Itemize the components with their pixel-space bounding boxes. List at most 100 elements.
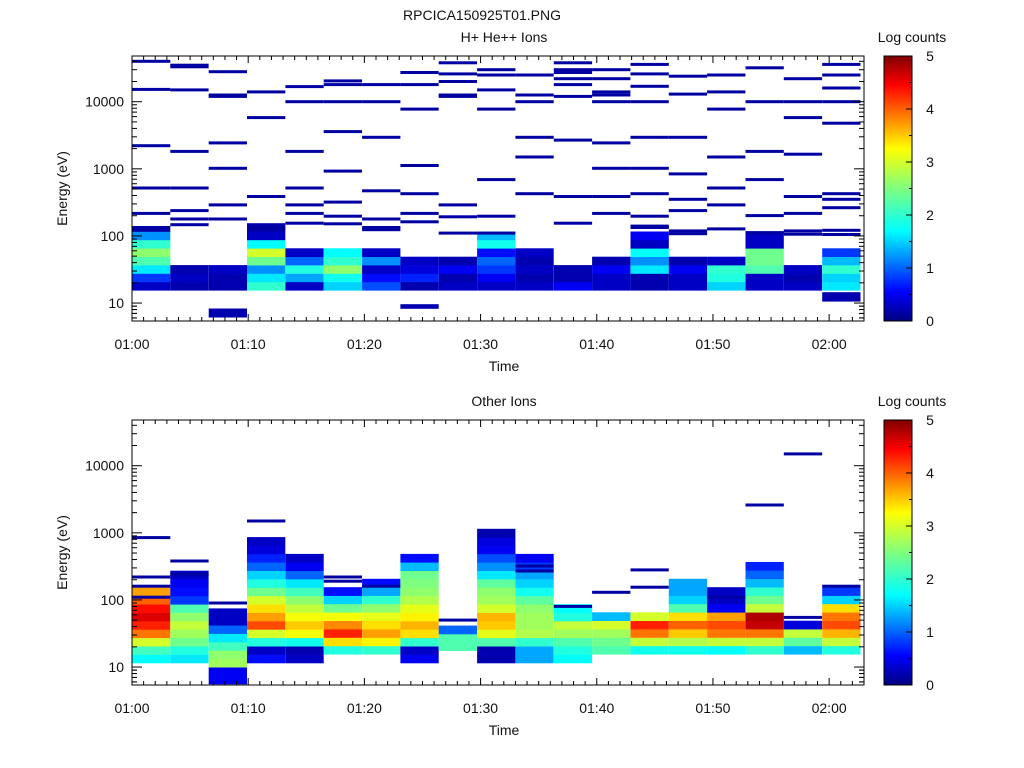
heatmap-cell — [170, 637, 209, 647]
heatmap-cell — [630, 281, 669, 291]
heatmap-cell — [208, 625, 247, 634]
heatmap-line — [592, 100, 631, 104]
heatmap-line — [132, 144, 171, 148]
heatmap-line — [438, 72, 477, 76]
heatmap-cell — [285, 621, 324, 630]
heatmap-line — [362, 83, 401, 87]
heatmap-line — [170, 149, 209, 153]
heatmap-cell — [745, 273, 784, 283]
x-tick-label: 01:20 — [347, 336, 382, 352]
heatmap-line — [323, 222, 362, 226]
heatmap-cell — [400, 265, 439, 274]
heatmap-line — [285, 221, 324, 225]
heatmap-line — [285, 100, 324, 104]
heatmap-line — [783, 116, 823, 120]
heatmap-line — [515, 564, 554, 568]
heatmap-line — [132, 228, 171, 232]
heatmap-cell — [362, 595, 401, 605]
heatmap-line — [553, 94, 593, 98]
heatmap-cell — [247, 281, 286, 291]
heatmap-cell — [132, 604, 171, 613]
heatmap-cell — [707, 265, 746, 274]
heatmap-cell — [362, 645, 401, 655]
heatmap-cell — [285, 281, 324, 291]
colorbar-tick-label: 0 — [926, 677, 934, 693]
heatmap-line — [170, 209, 209, 213]
heatmap-cell — [247, 239, 286, 249]
figure-title: RPCICA150925T01.PNG — [403, 7, 561, 23]
heatmap-cell — [477, 587, 516, 597]
heatmap-line — [783, 77, 823, 81]
heatmap-line — [553, 138, 593, 142]
heatmap-cell — [323, 637, 362, 647]
heatmap-cell — [323, 595, 362, 605]
heatmap-cell — [707, 629, 746, 638]
y-tick-label: 10000 — [85, 458, 124, 474]
heatmap-line — [553, 221, 593, 225]
heatmap-cell — [247, 595, 286, 605]
heatmap-cell — [745, 629, 784, 638]
heatmap-cell — [745, 265, 784, 274]
heatmap-cell — [668, 629, 708, 638]
heatmap-cell — [630, 248, 669, 257]
heatmap-line — [668, 74, 708, 78]
heatmap-cell — [132, 231, 171, 241]
heatmap-line — [170, 88, 209, 92]
heatmap-line — [668, 209, 708, 213]
heatmap-cell — [285, 562, 324, 571]
heatmap-cell — [783, 265, 823, 274]
heatmap-cell — [438, 265, 477, 274]
heatmap-line — [707, 73, 746, 77]
heatmap-cell — [630, 239, 669, 249]
heatmap-cell — [668, 273, 708, 283]
heatmap-cell — [323, 281, 362, 291]
heatmap-cell — [208, 642, 247, 651]
heatmap-cell — [285, 265, 324, 274]
heatmap-cell — [515, 612, 554, 622]
colorbar-tick-label: 4 — [926, 101, 934, 117]
heatmap-line — [438, 215, 477, 219]
heatmap-line — [400, 83, 439, 87]
y-tick-label: 1000 — [93, 525, 124, 541]
colorbar-tick-label: 2 — [926, 207, 934, 223]
heatmap-cell — [745, 595, 784, 605]
heatmap-cell — [745, 587, 784, 596]
colorbar-tick-label: 0 — [926, 313, 934, 329]
heatmap-cell — [132, 595, 171, 605]
heatmap-cell — [477, 256, 516, 266]
heatmap-line — [132, 584, 171, 588]
heatmap-line — [515, 155, 554, 159]
heatmap-cell — [668, 578, 708, 588]
heatmap-cell — [515, 637, 554, 647]
heatmap-cell — [553, 646, 593, 655]
heatmap-cell — [553, 265, 593, 274]
heatmap-line — [668, 172, 708, 176]
heatmap-cell — [745, 637, 784, 647]
heatmap-line — [553, 83, 593, 87]
heatmap-cell — [515, 570, 554, 580]
heatmap-line — [477, 107, 516, 111]
panel-title: H+ He++ Ions — [461, 29, 548, 45]
colorbar — [883, 419, 913, 686]
heatmap-cell — [323, 612, 362, 621]
heatmap-cell — [323, 629, 362, 638]
panel-title: Other Ions — [471, 393, 536, 409]
heatmap-cell — [247, 621, 286, 630]
heatmap-cell — [553, 604, 593, 613]
heatmap-line — [477, 73, 516, 77]
heatmap-cell — [477, 646, 516, 655]
colorbar-label: Log counts — [878, 393, 947, 409]
heatmap-cell — [400, 612, 439, 622]
heatmap-cell — [400, 587, 439, 597]
heatmap-line — [668, 197, 708, 201]
heatmap-line — [400, 211, 439, 215]
heatmap-line — [438, 80, 477, 83]
heatmap-cell — [707, 645, 746, 655]
heatmap-cell — [247, 273, 286, 283]
heatmap-line — [132, 226, 171, 229]
heatmap-line — [170, 63, 209, 67]
heatmap-line — [132, 186, 171, 190]
heatmap-cell — [400, 637, 439, 647]
heatmap-cell — [132, 256, 171, 266]
heatmap-line — [822, 197, 861, 201]
